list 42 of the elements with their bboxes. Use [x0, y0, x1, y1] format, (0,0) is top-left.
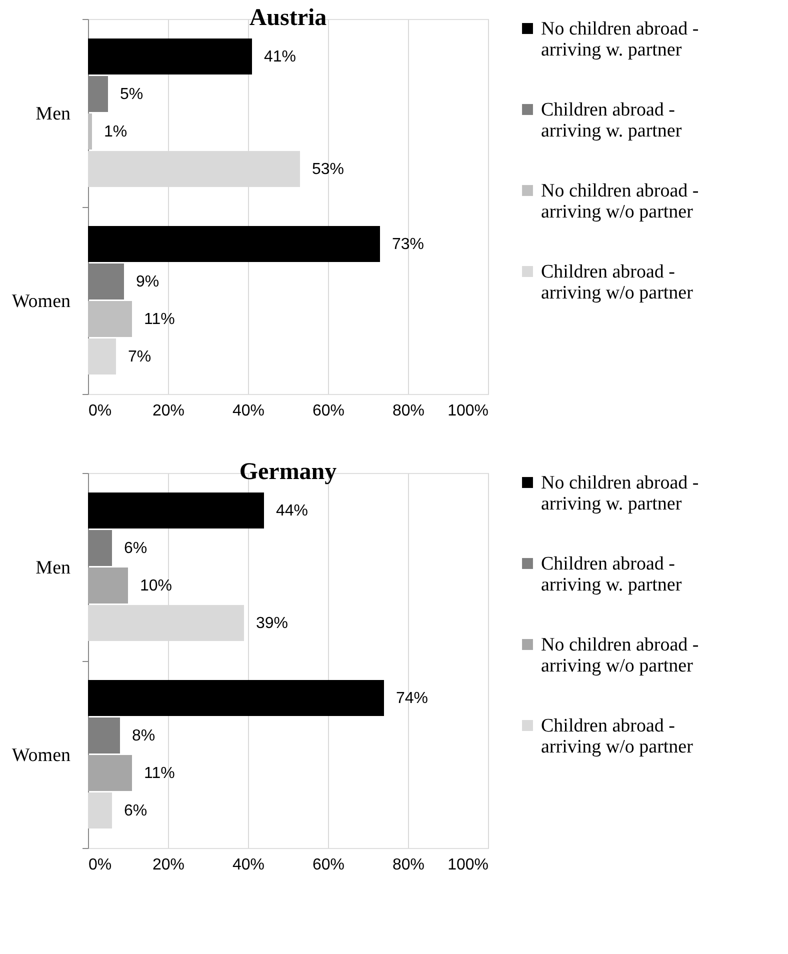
x-tick-label: 80% — [392, 856, 425, 874]
legend-label: Children abroad - arriving w/o partner — [541, 262, 694, 304]
legend-label: Children abroad - arriving w/o partner — [541, 716, 694, 758]
data-label: 73% — [392, 236, 424, 253]
data-label: 9% — [136, 274, 160, 290]
data-label: 10% — [140, 578, 172, 594]
data-label: 11% — [144, 765, 175, 782]
legend-label: No children abroad - arriving w/o partner — [541, 634, 699, 676]
data-label: 53% — [312, 161, 344, 178]
data-label: 74% — [396, 690, 428, 707]
data-label: 11% — [144, 311, 175, 328]
data-label: 6% — [124, 540, 148, 557]
x-tick-label: 20% — [152, 856, 185, 874]
data-label: 5% — [120, 86, 144, 103]
x-tick-label: 40% — [232, 402, 265, 420]
x-tick-label: 100% — [448, 402, 488, 420]
data-label: 39% — [256, 615, 288, 632]
legend-label: Children abroad - arriving w. partner — [541, 554, 682, 596]
x-tick-label: 20% — [152, 402, 185, 420]
data-label: 6% — [124, 802, 148, 820]
chart-title: Germany — [239, 459, 337, 485]
x-tick-label: 0% — [88, 402, 112, 420]
legend-label: Children abroad - arriving w. partner — [541, 100, 682, 142]
data-label: 44% — [276, 502, 308, 520]
legend-label: No children abroad - arriving w/o partner — [541, 180, 699, 222]
y-tick-label: Men — [36, 103, 71, 124]
y-tick-label: Women — [12, 744, 71, 766]
x-tick-label: 0% — [88, 856, 112, 874]
x-tick-label: 100% — [448, 856, 488, 874]
legend-label: No children abroad - arriving w. partner — [541, 18, 699, 60]
y-tick-label: Women — [12, 290, 71, 312]
data-label: 1% — [104, 124, 128, 140]
x-tick-label: 80% — [392, 402, 425, 420]
x-tick-label: 60% — [312, 856, 345, 874]
data-label: 7% — [128, 348, 152, 366]
data-label: 8% — [132, 728, 156, 744]
data-label: 41% — [264, 48, 296, 66]
x-tick-label: 40% — [232, 856, 265, 874]
chart-title: Austria — [249, 5, 327, 31]
x-tick-label: 60% — [312, 402, 345, 420]
y-tick-label: Men — [36, 557, 71, 578]
legend-label: No children abroad - arriving w. partner — [541, 472, 699, 514]
